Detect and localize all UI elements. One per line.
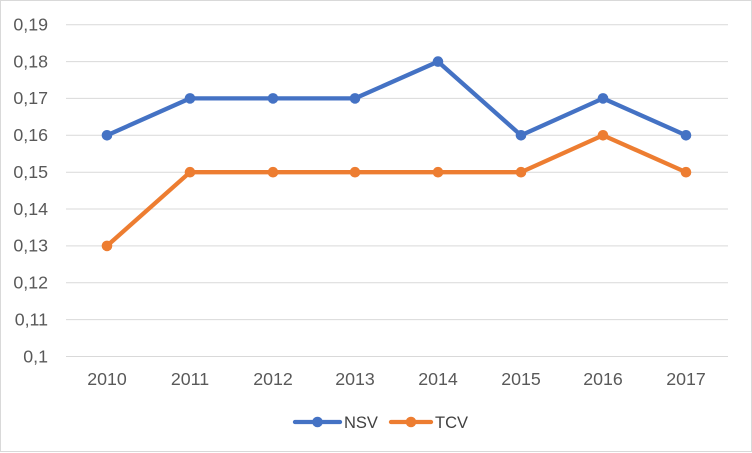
svg-text:0,11: 0,11 [15, 309, 48, 329]
svg-text:0,13: 0,13 [13, 236, 48, 256]
svg-text:0,15: 0,15 [13, 162, 48, 182]
svg-text:NSV: NSV [344, 414, 378, 432]
svg-text:0,17: 0,17 [13, 88, 48, 108]
svg-text:2014: 2014 [418, 369, 458, 389]
svg-text:2013: 2013 [335, 369, 375, 389]
svg-text:0,18: 0,18 [13, 51, 48, 71]
svg-text:2015: 2015 [501, 369, 541, 389]
svg-text:2011: 2011 [171, 369, 209, 389]
svg-text:2012: 2012 [253, 369, 293, 389]
svg-text:2017: 2017 [666, 369, 706, 389]
svg-text:TCV: TCV [435, 414, 468, 432]
svg-text:2016: 2016 [583, 369, 623, 389]
svg-text:2010: 2010 [87, 369, 127, 389]
svg-text:0,1: 0,1 [23, 346, 48, 366]
svg-text:0,12: 0,12 [13, 273, 48, 293]
svg-text:0,16: 0,16 [13, 125, 48, 145]
svg-text:0,14: 0,14 [13, 199, 48, 219]
svg-text:0,19: 0,19 [13, 15, 48, 35]
